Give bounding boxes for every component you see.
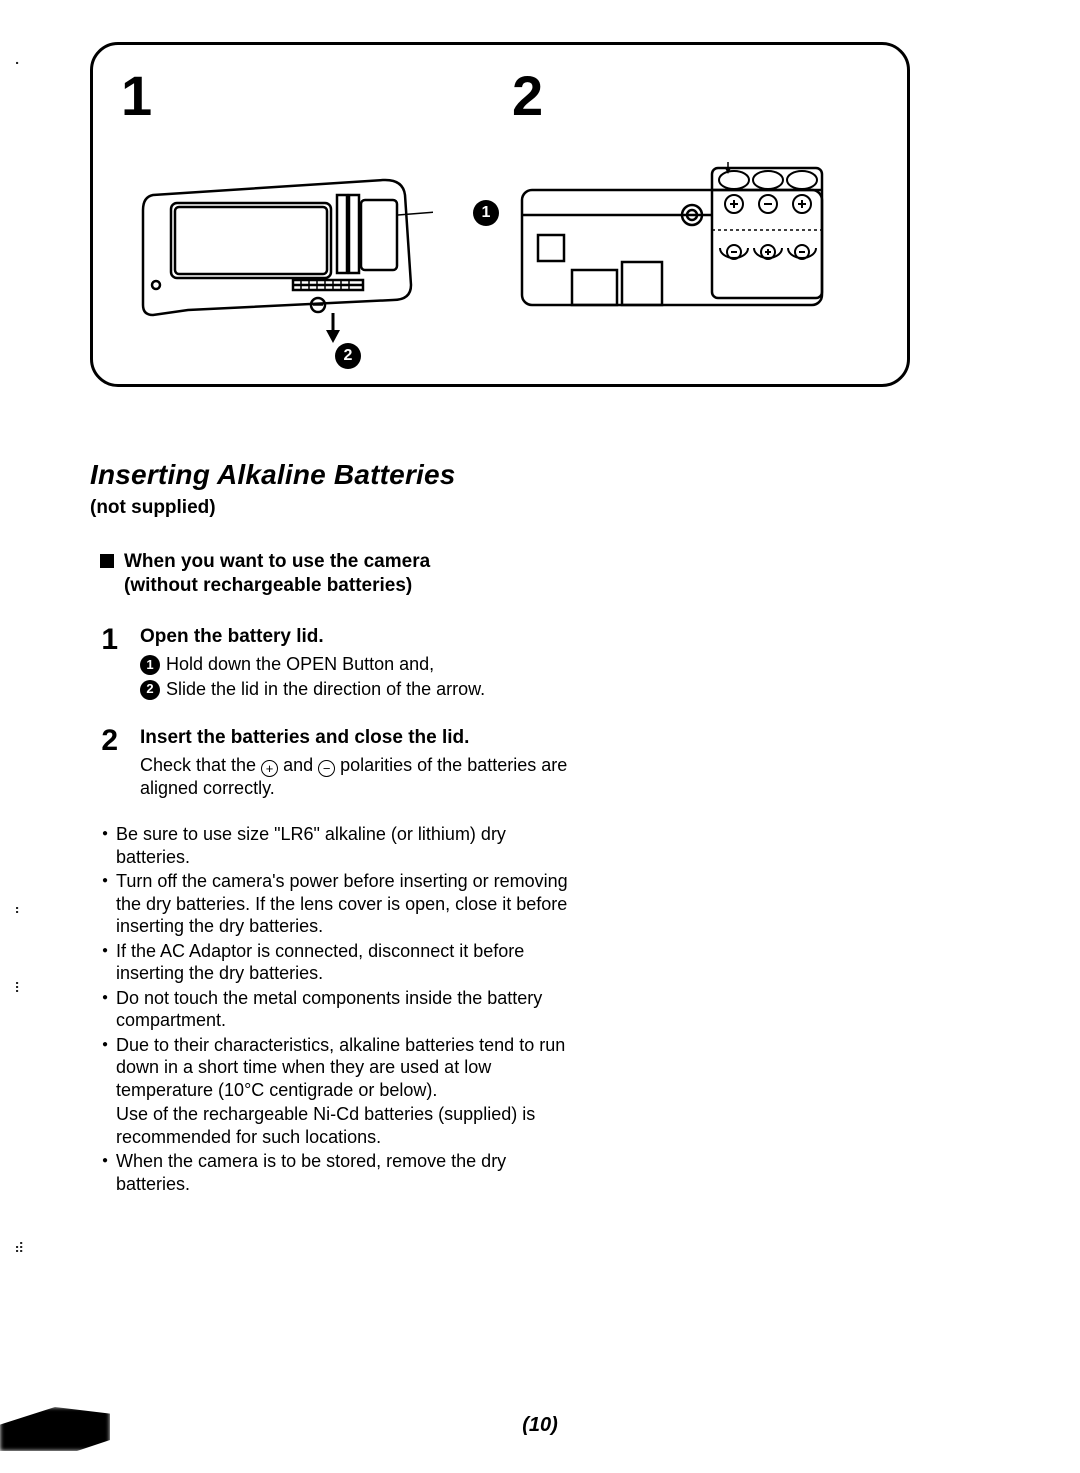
minus-polarity-icon: − (318, 760, 335, 777)
note-item: Do not touch the metal components inside… (102, 987, 570, 1032)
scan-artifact: ⠃ (14, 905, 24, 922)
panel-number-2: 2 (512, 63, 543, 128)
step-1-title: Open the battery lid. (140, 625, 570, 649)
notes-list: Be sure to use size "LR6" alkaline (or l… (102, 823, 570, 1195)
plus-polarity-icon: + (261, 760, 278, 777)
step-2: 2 Insert the batteries and close the lid… (90, 726, 570, 799)
step-number: 2 (90, 726, 118, 799)
note-item-continuation: Use of the rechargeable Ni-Cd batteries … (102, 1103, 570, 1148)
condition-line-2: (without rechargeable batteries) (124, 574, 430, 598)
condition-line-1: When you want to use the camera (124, 550, 430, 574)
instruction-diagram: 1 (90, 42, 910, 387)
step-number: 1 (90, 625, 118, 702)
inline-callout-1: 1 (140, 655, 160, 675)
camera-illustration-2 (512, 160, 832, 340)
scan-artifact: ⠾ (14, 1240, 24, 1257)
step-1-sub-1-text: Hold down the OPEN Button and, (166, 653, 434, 676)
figure-callout-2: 2 (335, 343, 361, 369)
step-1-sub-1: 1 Hold down the OPEN Button and, (140, 653, 570, 676)
scan-artifact: ⠇ (14, 980, 24, 997)
instruction-text: Inserting Alkaline Batteries (not suppli… (90, 457, 570, 1195)
note-item: Be sure to use size "LR6" alkaline (or l… (102, 823, 570, 868)
figure-callout-1: 1 (473, 200, 499, 226)
diagram-panel-2: 2 (500, 45, 907, 384)
square-bullet-icon (100, 554, 114, 568)
panel-number-1: 1 (121, 63, 152, 128)
camera-illustration-1 (133, 165, 433, 345)
note-item: If the AC Adaptor is connected, disconne… (102, 940, 570, 985)
note-item: When the camera is to be stored, remove … (102, 1150, 570, 1195)
step-1-sub-2: 2 Slide the lid in the direction of the … (140, 678, 570, 701)
step-1: 1 Open the battery lid. 1 Hold down the … (90, 625, 570, 702)
diagram-panel-1: 1 (93, 45, 500, 384)
page-number: (10) (0, 1414, 1080, 1437)
condition-heading: When you want to use the camera (without… (100, 550, 570, 598)
step-2-title: Insert the batteries and close the lid. (140, 726, 570, 750)
scan-artifact: ⠁ (14, 60, 24, 77)
step-1-sub-2-text: Slide the lid in the direction of the ar… (166, 678, 485, 701)
step-2-body: Check that the + and − polarities of the… (140, 754, 570, 800)
section-title: Inserting Alkaline Batteries (90, 457, 570, 492)
section-subtitle: (not supplied) (90, 496, 570, 520)
inline-callout-2: 2 (140, 680, 160, 700)
note-item: Due to their characteristics, alkaline b… (102, 1034, 570, 1102)
note-item: Turn off the camera's power before inser… (102, 870, 570, 938)
